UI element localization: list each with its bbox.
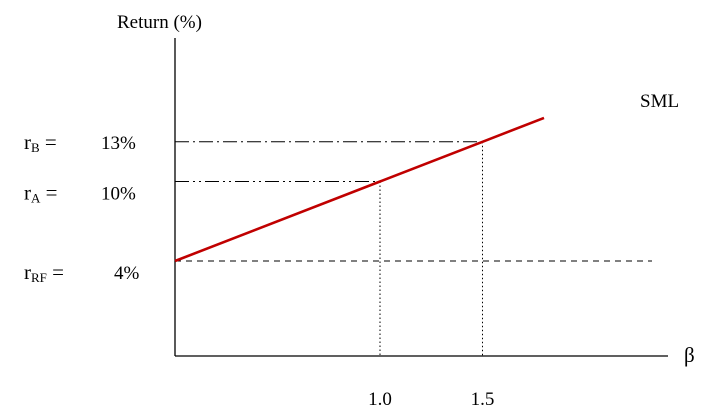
x-tick-label: 1.0 xyxy=(368,389,392,410)
rrf-label: rRF = xyxy=(24,260,64,285)
ra-label: rA = xyxy=(24,181,57,206)
x-tick-label: 1.5 xyxy=(471,389,495,410)
ra-value-label: 10% xyxy=(101,184,136,205)
sml-series-label: SML xyxy=(640,91,679,112)
rrf-value-label: 4% xyxy=(114,263,140,284)
rb-value-label: 13% xyxy=(101,133,136,154)
x-axis-title: β xyxy=(684,343,695,367)
sml-line xyxy=(174,116,545,263)
y-axis-title: Return (%) xyxy=(117,12,202,33)
rb-label: rB = xyxy=(24,130,57,155)
